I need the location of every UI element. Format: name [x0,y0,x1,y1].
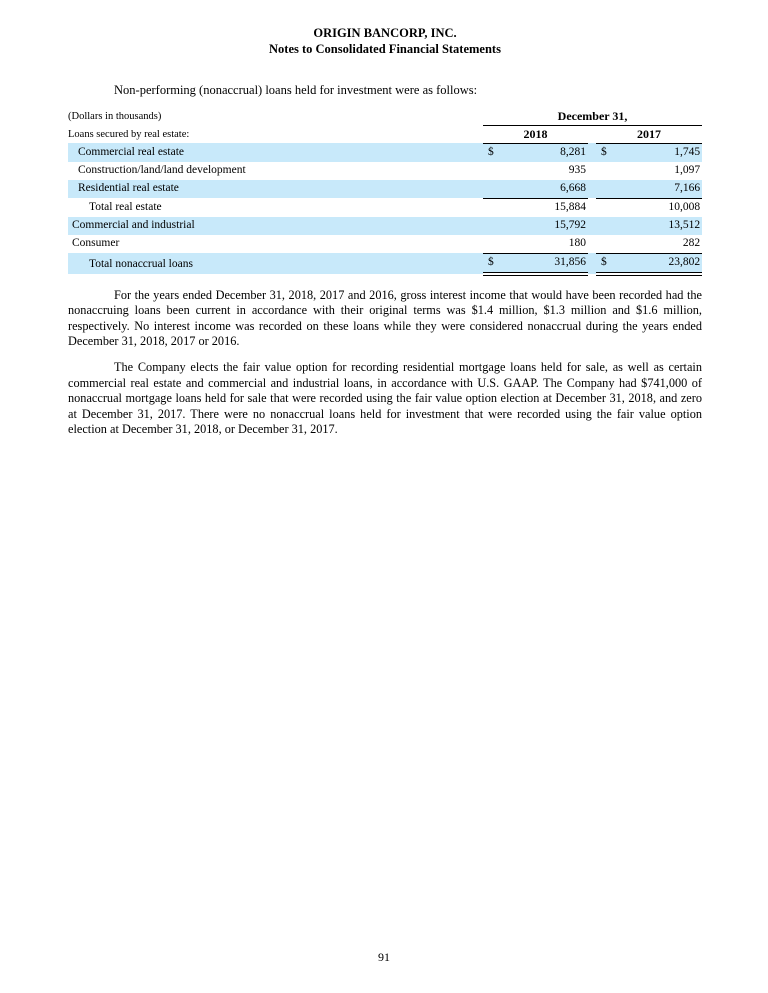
column-gap [588,179,596,199]
row-label: Residential real estate [68,179,483,199]
value-2018: 8,281 [499,143,588,162]
intro-paragraph: Non-performing (nonaccrual) loans held f… [114,83,478,97]
table-row: Construction/land/land development 935 1,0… [68,162,702,180]
currency-symbol-2018 [483,179,499,199]
currency-symbol-2018: $ [483,143,499,162]
table-row: Consumer 180 282 [68,234,703,254]
value-2017: 7,166 [612,179,703,199]
nonaccrual-loans-table: (Dollars in thousands) December 31, Loan… [68,107,703,276]
currency-symbol-2018 [483,216,499,235]
value-2017: 282 [612,234,703,254]
page-number: 91 [378,950,390,964]
table-header-years-row: Loans secured by real estate: 2018 2017 [68,125,703,144]
loan-table-body: (Dollars in thousands) December 31, Loan… [68,107,703,276]
row-label: Total nonaccrual loans [68,253,483,274]
currency-symbol-2017: $ [596,143,612,162]
currency-symbol-2017 [596,234,612,254]
column-gap [588,216,596,235]
row-label: Commercial and industrial [68,216,483,235]
currency-symbol-2018 [483,162,499,180]
value-2017: 1,745 [612,143,703,162]
column-gap [588,162,596,180]
currency-symbol-2018 [483,234,499,254]
table-row: Total nonaccrual loans $31,856 $23,802 [68,253,703,276]
currency-symbol-2017 [596,162,612,180]
table-header-period-row: (Dollars in thousands) December 31, [68,107,703,126]
column-gap [588,143,596,162]
value-2017: 13,512 [612,216,703,235]
value-2018: 6,668 [499,179,588,199]
currency-symbol-2018 [483,198,499,217]
table-row: Commercial real estate $8,281 $1,745 [68,143,703,162]
table-row: Residential real estate 6,668 7,166 [68,179,703,199]
period-header: December 31, [483,107,703,126]
value-2017: 10,008 [668,200,701,213]
row-label: Consumer [72,237,120,250]
document-title: ORIGIN BANCORP, INC. Notes to Consolidat… [68,25,702,57]
row-label: Commercial real estate [68,143,483,162]
column-gap [588,198,596,217]
value-2018: 935 [568,163,586,176]
currency-symbol-2017 [596,179,612,199]
body-paragraph-1: For the years ended December 31, 2018, 2… [68,287,702,349]
column-gap [588,235,596,254]
value-2017: 23,802 [612,253,703,276]
value-2018: 180 [499,234,588,254]
units-note: (Dollars in thousands) [68,111,162,123]
value-2018: 15,792 [499,216,588,235]
row-label: Total real estate [89,200,162,213]
company-name: ORIGIN BANCORP, INC. [313,26,457,40]
table-row: Commercial and industrial 15,792 13,512 [68,216,703,235]
value-2018: 15,884 [554,200,586,213]
column-gap [588,253,596,274]
column-gap [588,125,596,143]
currency-symbol-2018: $ [483,253,499,276]
currency-symbol-2017: $ [596,253,612,276]
section-label: Loans secured by real estate: [68,129,190,141]
table-row: Total real estate 15,884 10,008 [68,198,702,217]
page-content: ORIGIN BANCORP, INC. Notes to Consolidat… [0,0,768,438]
currency-symbol-2017 [596,198,612,217]
year-column-2017: 2017 [596,125,703,144]
value-2017: 1,097 [674,163,701,176]
currency-symbol-2017 [596,216,612,235]
document-subtitle: Notes to Consolidated Financial Statemen… [269,42,501,56]
body-paragraph-2: The Company elects the fair value option… [68,359,702,437]
year-column-2018: 2018 [483,125,588,144]
row-label: Construction/land/land development [78,163,246,176]
value-2018: 31,856 [499,253,588,276]
